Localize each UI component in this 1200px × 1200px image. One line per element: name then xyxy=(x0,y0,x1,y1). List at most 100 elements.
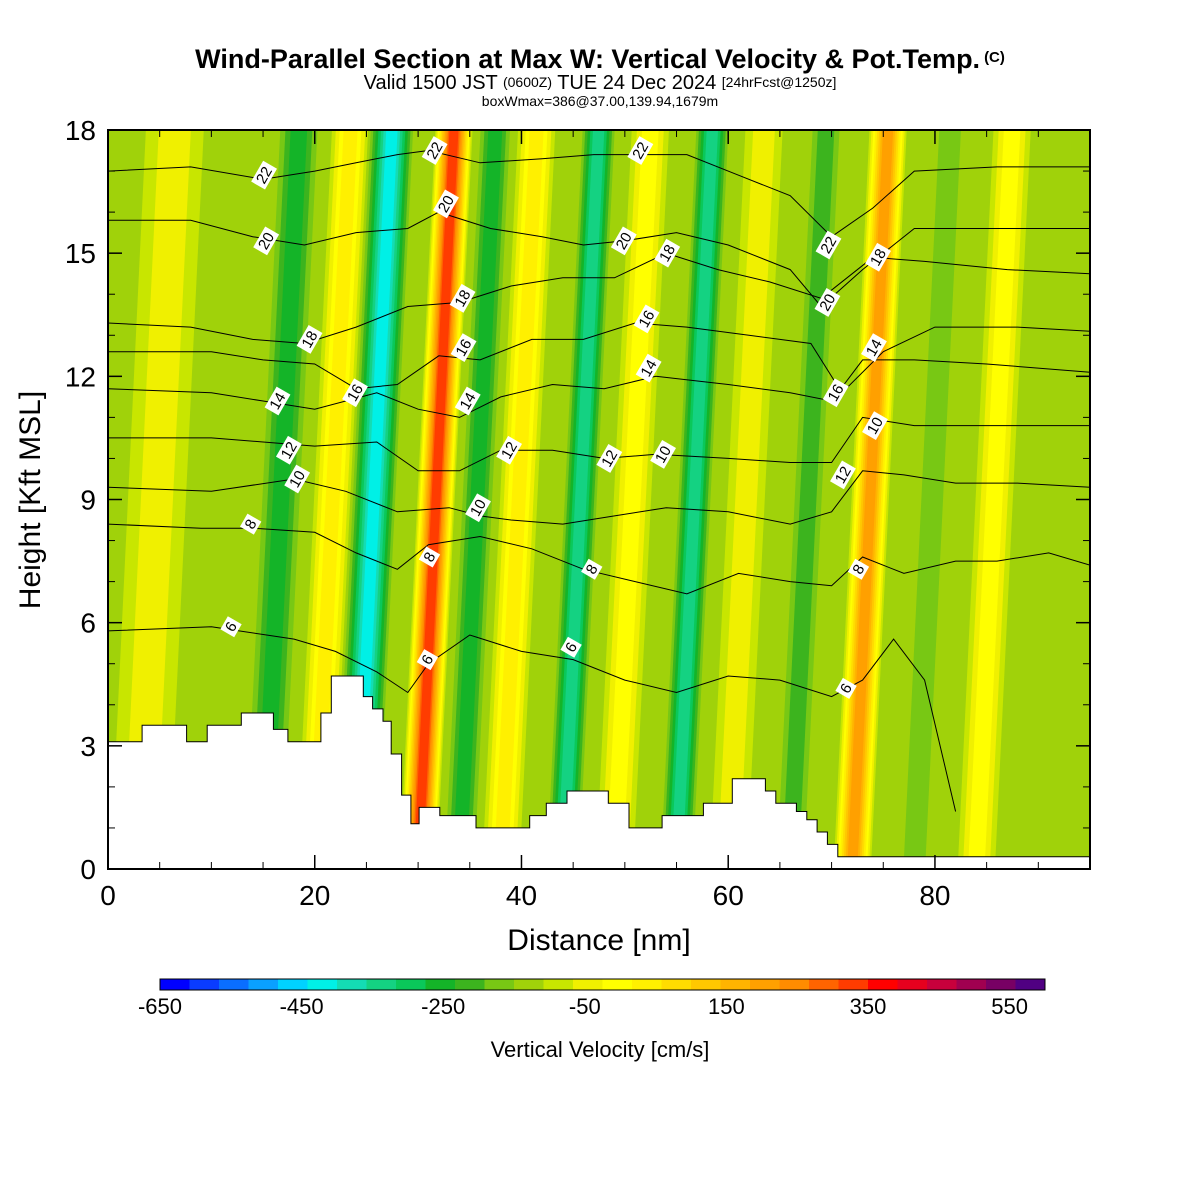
contour-label-bg xyxy=(449,283,476,313)
contour-label: 18 xyxy=(449,283,476,313)
contour-label-text: 14 xyxy=(266,390,289,413)
contour-label-bg xyxy=(635,353,662,383)
contour-label-text: 14 xyxy=(863,336,886,359)
contour-label-bg xyxy=(835,677,857,699)
contour-label: 18 xyxy=(296,324,323,354)
colorbar-swatch xyxy=(661,979,692,990)
contour-label-text: 16 xyxy=(452,336,475,359)
theta-contour-10 xyxy=(108,470,1090,525)
contour-label-text: 18 xyxy=(656,242,679,265)
contour-label-bg xyxy=(220,616,242,638)
contour-label: 8 xyxy=(239,513,262,535)
colorbar-swatch xyxy=(927,979,957,990)
colorbar: -650 -450 -250 -50 150 350 550 xyxy=(138,978,1046,1019)
colorbar-frame xyxy=(159,978,1046,991)
colorbar-swatch xyxy=(543,979,574,990)
colorbar-swatch xyxy=(366,979,397,990)
velocity-band xyxy=(895,130,969,869)
contour-label-bg xyxy=(264,386,291,416)
colorbar-swatch xyxy=(337,979,367,990)
contour-label-bg xyxy=(596,444,623,473)
contour-label-text: 18 xyxy=(451,287,474,310)
contour-label-text: 22 xyxy=(817,234,840,257)
colorbar-swatch xyxy=(809,979,839,990)
chart-subtitle: Valid 1500 JST (0600Z) TUE 24 Dec 2024 [… xyxy=(0,72,1200,95)
contour-label-bg xyxy=(865,242,892,272)
theta-contours xyxy=(108,149,1090,812)
contour-label-bg xyxy=(654,238,681,268)
contour-label-bg xyxy=(253,226,280,256)
velocity-band xyxy=(1009,130,1083,869)
contour-label: 22 xyxy=(815,230,842,260)
valid-time: Valid 1500 JST xyxy=(363,72,498,94)
forecast-info: [24hrFcst@1250z] xyxy=(721,74,837,90)
contour-label-bg xyxy=(815,230,842,260)
contour-label-text: 12 xyxy=(498,439,521,462)
contour-label: 20 xyxy=(814,288,841,317)
velocity-band xyxy=(399,130,473,869)
contour-label: 12 xyxy=(496,435,522,465)
colorbar-tick-label: -250 xyxy=(421,994,465,1019)
colorbar-swatch xyxy=(573,979,603,990)
colorbar-swatch xyxy=(189,979,220,990)
contour-label-text: 10 xyxy=(864,414,887,437)
contour-label-bg xyxy=(633,304,660,334)
box-wmax-info: boxWmax=386@37.00,139.94,1679m xyxy=(481,93,719,109)
contour-label: 14 xyxy=(264,386,291,416)
colorbar-swatch xyxy=(720,979,751,990)
velocity-band xyxy=(239,130,323,869)
colorbar-swatch xyxy=(986,979,1016,990)
contour-label: 12 xyxy=(596,444,623,473)
terrain-profile xyxy=(108,675,1090,869)
chart-title: Wind-Parallel Section at Max W: Vertical… xyxy=(0,44,1200,75)
contour-label-text: 12 xyxy=(832,464,855,487)
x-tick-label: 60 xyxy=(713,880,744,911)
colorbar-swatch xyxy=(1015,979,1046,990)
contour-label-text: 10 xyxy=(467,496,490,519)
contour-label-text: 22 xyxy=(424,139,447,162)
contour-label: 14 xyxy=(454,386,481,416)
velocity-band-level xyxy=(847,130,894,869)
contour-label-bg xyxy=(581,558,603,580)
copyright-mark: (C) xyxy=(984,49,1005,66)
contour-label: 16 xyxy=(342,378,368,408)
velocity-band-level xyxy=(1009,130,1083,869)
velocity-band-level xyxy=(670,130,719,869)
contour-label: 8 xyxy=(581,558,603,580)
theta-contour-20 xyxy=(108,211,1090,308)
theta-contour-16 xyxy=(108,322,1090,394)
contour-label-bg xyxy=(814,288,841,317)
contour-label-bg xyxy=(830,460,856,490)
colorbar-swatch xyxy=(307,979,338,990)
contour-label: 22 xyxy=(421,136,448,165)
velocity-band xyxy=(657,130,731,869)
colorbar-tick-label: 150 xyxy=(708,994,745,1019)
contour-label-bg xyxy=(861,333,887,362)
contour-label-bg xyxy=(450,333,477,362)
contour-label-text: 14 xyxy=(457,390,480,413)
colorbar-swatch xyxy=(779,979,810,990)
velocity-band-level xyxy=(717,130,775,869)
velocity-band-level xyxy=(122,130,191,869)
contour-label-bg xyxy=(416,649,439,671)
x-tick-label: 40 xyxy=(506,880,537,911)
velocity-band-level xyxy=(968,130,1021,869)
contour-label: 20 xyxy=(253,226,280,256)
contour-label-text: 12 xyxy=(278,439,301,462)
y-tick-label: 6 xyxy=(80,608,96,639)
contour-label: 16 xyxy=(633,304,660,334)
contour-label: 14 xyxy=(635,353,662,383)
y-tick-label: 15 xyxy=(65,238,96,269)
velocity-band xyxy=(296,130,370,869)
contour-label-bg xyxy=(627,136,654,165)
contour-label-bg xyxy=(465,493,491,523)
velocity-band-level xyxy=(413,130,459,869)
contour-label: 14 xyxy=(861,333,887,362)
velocity-band-level xyxy=(557,130,605,869)
velocity-band-level xyxy=(307,130,358,869)
contour-label-text: 22 xyxy=(253,164,276,187)
y-tick-label: 3 xyxy=(80,731,96,762)
theta-contour-labels: 6 6 6 6 8 8 8 8 10 10 10 10 12 12 12 12 14 14 14 14 16 16 16 16… xyxy=(220,136,892,699)
contour-label-text: 18 xyxy=(867,246,890,269)
y-axis-label: Height [Kft MSL] xyxy=(14,391,47,609)
